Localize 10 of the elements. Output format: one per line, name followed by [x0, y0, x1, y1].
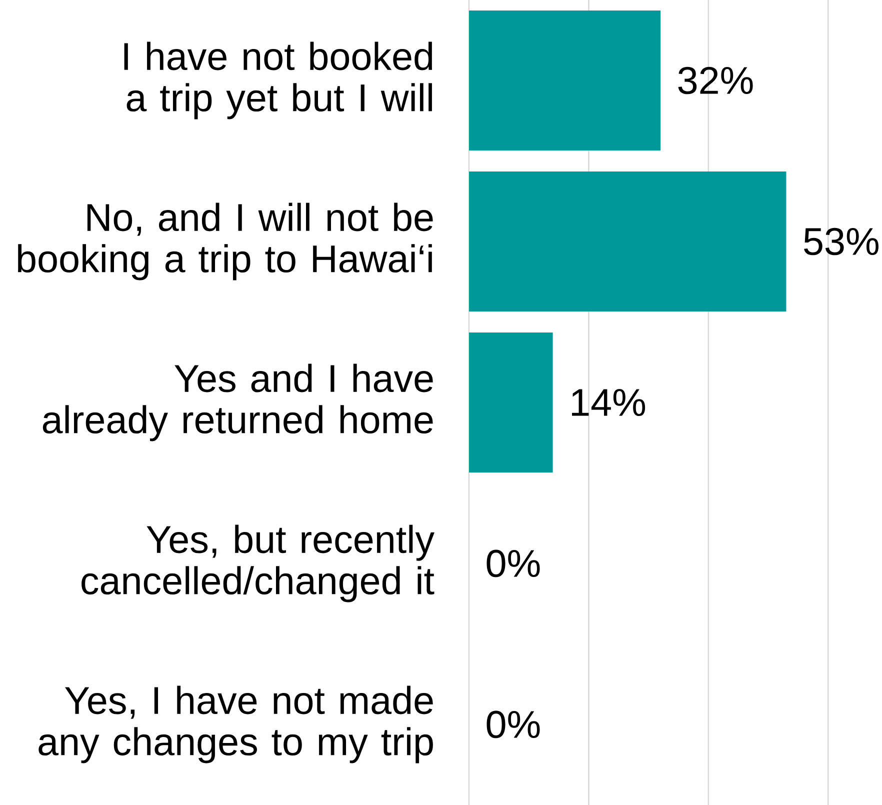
data-label: 0%	[486, 550, 540, 578]
y-tick-label: No, and I will not be booking a trip to Hawai‘i	[18, 202, 433, 280]
data-label: 53%	[804, 228, 878, 256]
y-tick-label: Yes and I have already returned home	[42, 364, 433, 442]
y-tick-label: Yes, but recently cancelled/changed it	[82, 524, 434, 602]
data-label: 32%	[678, 66, 753, 94]
y-tick-label: I have not booked a trip yet but I will	[124, 42, 432, 120]
data-label: 14%	[572, 388, 646, 416]
y-tick-label: Yes, I have not made any changes to my trip	[38, 686, 433, 764]
data-label: 0%	[486, 710, 540, 738]
